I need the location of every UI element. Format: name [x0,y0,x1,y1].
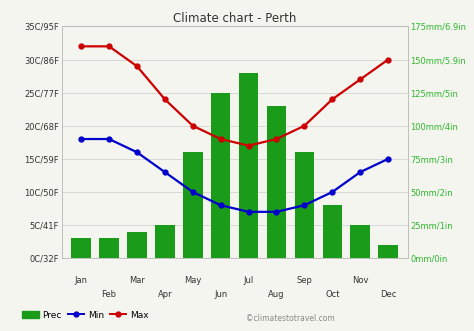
Legend: Prec, Min, Max: Prec, Min, Max [19,307,152,323]
Text: Jul: Jul [244,276,254,285]
Bar [72,238,91,258]
Bar [127,232,147,258]
Bar [350,225,370,258]
Bar [155,225,174,258]
Text: Apr: Apr [157,290,172,299]
Text: Feb: Feb [101,290,117,299]
Bar [183,152,202,258]
Text: Aug: Aug [268,290,285,299]
Text: Oct: Oct [325,290,339,299]
Bar [211,93,230,258]
Text: May: May [184,276,201,285]
Title: Climate chart - Perth: Climate chart - Perth [173,12,296,25]
Text: ©climatestotravel.com: ©climatestotravel.com [246,314,335,323]
Bar [239,73,258,258]
Text: Dec: Dec [380,290,396,299]
Text: Jan: Jan [74,276,88,285]
Bar [267,106,286,258]
Text: Mar: Mar [129,276,145,285]
Text: Sep: Sep [296,276,312,285]
Text: Jun: Jun [214,290,228,299]
Text: Nov: Nov [352,276,368,285]
Bar [378,245,398,258]
Bar [295,152,314,258]
Bar [99,238,119,258]
Bar [322,205,342,258]
